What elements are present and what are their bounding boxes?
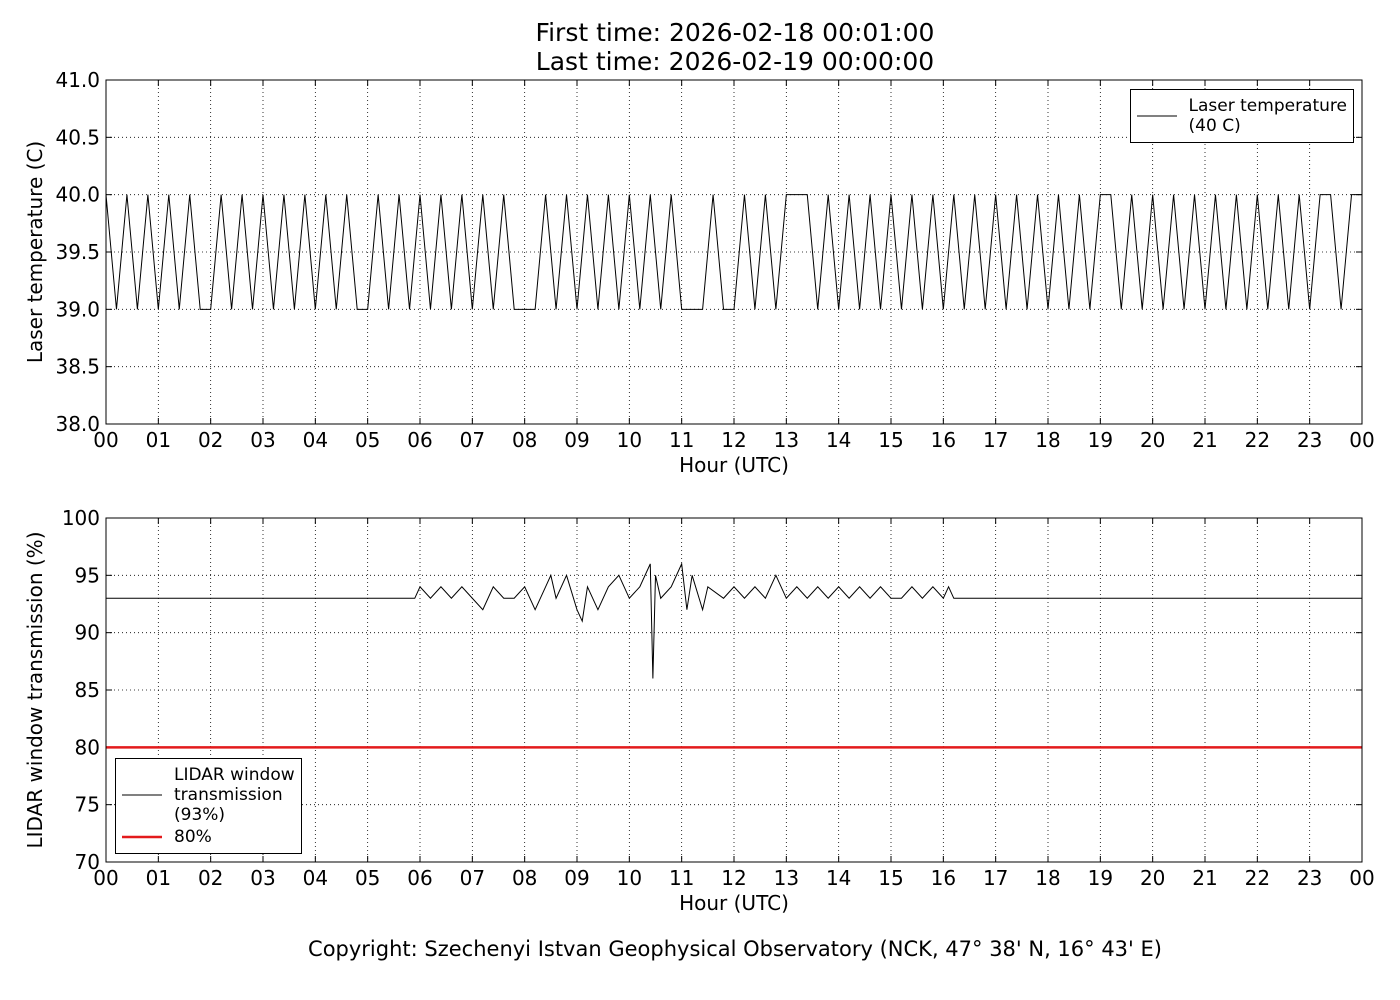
x-axis-label: Hour (UTC): [679, 453, 789, 477]
x-tick-label: 10: [617, 428, 642, 452]
x-tick-label: 08: [512, 866, 537, 890]
y-tick-label: 38.0: [55, 412, 100, 436]
x-tick-label: 07: [460, 866, 485, 890]
x-tick-label: 12: [721, 428, 746, 452]
x-tick-label: 05: [355, 866, 380, 890]
x-tick-label: 11: [669, 428, 694, 452]
x-tick-label: 04: [303, 866, 328, 890]
x-tick-label: 01: [146, 866, 171, 890]
x-tick-label: 14: [826, 428, 851, 452]
x-tick-label: 14: [826, 866, 851, 890]
y-tick-label: 90: [75, 621, 100, 645]
x-tick-label: 07: [460, 428, 485, 452]
series-line: [105, 194, 1362, 310]
y-tick-label: 41.0: [55, 68, 100, 92]
x-tick-label: 23: [1297, 866, 1322, 890]
x-tick-label: 18: [1035, 866, 1060, 890]
x-tick-label: 00: [1349, 428, 1374, 452]
x-tick-label: 21: [1192, 866, 1217, 890]
y-tick-label: 39.0: [55, 297, 100, 321]
x-tick-label: 20: [1140, 428, 1165, 452]
x-tick-label: 12: [721, 866, 746, 890]
legend-swatch: [122, 794, 162, 796]
x-tick-label: 06: [407, 866, 432, 890]
legend-entry: 80%: [122, 827, 295, 847]
x-tick-label: 15: [878, 428, 903, 452]
x-tick-label: 16: [931, 428, 956, 452]
legend-label: Laser temperature (40 C): [1188, 96, 1347, 136]
y-tick-label: 75: [75, 793, 100, 817]
legend-label: LIDAR window transmission (93%): [174, 765, 295, 825]
y-tick-label: 80: [75, 735, 100, 759]
x-tick-label: 00: [93, 866, 118, 890]
x-tick-label: 02: [198, 866, 223, 890]
legend: LIDAR window transmission (93%) 80%: [115, 758, 302, 854]
y-tick-label: 39.5: [55, 240, 100, 264]
x-tick-label: 18: [1035, 428, 1060, 452]
x-tick-label: 05: [355, 428, 380, 452]
x-tick-label: 22: [1245, 428, 1270, 452]
x-tick-label: 17: [983, 866, 1008, 890]
y-tick-label: 40.0: [55, 183, 100, 207]
x-tick-label: 13: [774, 866, 799, 890]
y-tick-label: 38.5: [55, 355, 100, 379]
x-tick-label: 21: [1192, 428, 1217, 452]
x-tick-label: 22: [1245, 866, 1270, 890]
x-tick-label: 01: [146, 428, 171, 452]
y-tick-label: 95: [75, 563, 100, 587]
x-tick-label: 10: [617, 866, 642, 890]
x-tick-label: 16: [931, 866, 956, 890]
x-tick-label: 06: [407, 428, 432, 452]
x-tick-label: 17: [983, 428, 1008, 452]
x-tick-label: 00: [1349, 866, 1374, 890]
x-tick-label: 20: [1140, 866, 1165, 890]
x-tick-label: 09: [564, 428, 589, 452]
legend: Laser temperature (40 C): [1129, 89, 1354, 143]
x-tick-label: 02: [198, 428, 223, 452]
x-tick-label: 13: [774, 428, 799, 452]
x-tick-label: 19: [1088, 866, 1113, 890]
x-tick-label: 09: [564, 866, 589, 890]
y-axis-label: Laser temperature (C): [23, 141, 47, 363]
y-tick-label: 100: [62, 506, 100, 530]
y-tick-label: 85: [75, 678, 100, 702]
plot-frame: [105, 79, 1363, 425]
x-tick-label: 23: [1297, 428, 1322, 452]
legend-label: 80%: [174, 827, 212, 847]
y-tick-label: 40.5: [55, 125, 100, 149]
legend-swatch: [1136, 115, 1177, 117]
legend-entry: LIDAR window transmission (93%): [122, 765, 295, 825]
plot-frame: [105, 517, 1363, 863]
x-tick-label: 15: [878, 866, 903, 890]
x-tick-label: 03: [250, 866, 275, 890]
x-tick-label: 00: [93, 428, 118, 452]
legend-swatch: [122, 835, 162, 839]
x-tick-label: 19: [1088, 428, 1113, 452]
chart-title: First time: 2026-02-18 00:01:00 Last tim…: [535, 18, 935, 76]
x-tick-label: 08: [512, 428, 537, 452]
x-tick-label: 04: [303, 428, 328, 452]
y-axis-label: LIDAR window transmission (%): [23, 532, 47, 849]
y-tick-label: 70: [75, 850, 100, 874]
series-line: [106, 562, 1362, 679]
x-axis-label: Hour (UTC): [679, 891, 789, 915]
legend-entry: Laser temperature (40 C): [1136, 96, 1347, 136]
x-tick-label: 03: [250, 428, 275, 452]
x-tick-label: 11: [669, 866, 694, 890]
footer: Copyright: Szechenyi Istvan Geophysical …: [308, 937, 1162, 961]
